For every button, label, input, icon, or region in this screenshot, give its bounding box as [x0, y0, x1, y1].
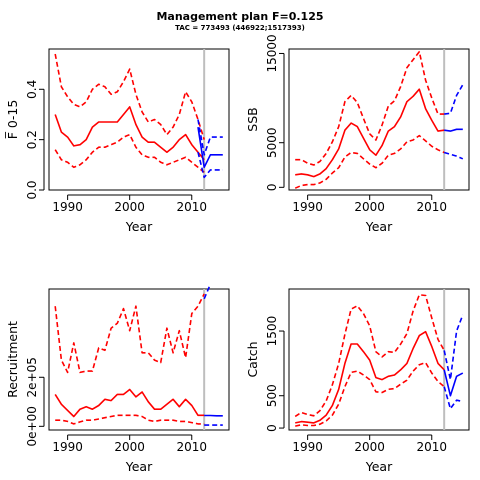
y-axis-title: SSB	[245, 107, 260, 131]
y-tick-label: 0	[265, 184, 279, 192]
x-tick-label: 1990	[52, 440, 83, 454]
series-projection-line	[444, 128, 463, 132]
y-tick-label: 0.4	[25, 80, 39, 99]
series-projection-upper-line	[444, 84, 464, 115]
x-axis-title: Year	[125, 219, 153, 234]
chart-panels: 1990 2000 2010 Year 0.0 0.2 0.4 F̅ 0-15 1990 2000…	[5, 34, 470, 474]
x-tick-label: 2010	[416, 440, 447, 454]
x-tick-label: 2000	[114, 440, 145, 454]
series-projection-upper-line	[203, 283, 212, 300]
y-tick-label: 0.2	[25, 130, 39, 149]
x-tick-label: 1990	[292, 440, 323, 454]
plot-frame	[48, 288, 230, 431]
panel-bottom-left: 1990 2000 2010 Year 0e+00 2e+05 Recruitment	[5, 283, 230, 474]
series-estimate-line	[295, 88, 445, 178]
series-lower-line	[294, 134, 445, 189]
y-tick-label: 15000	[265, 34, 279, 72]
series-projection-lower-line	[197, 152, 223, 179]
x-tick-label: 2010	[416, 200, 447, 214]
series-lower-line	[295, 361, 445, 427]
series-projection-lower-line	[443, 386, 463, 410]
series-projection-lower-line	[443, 151, 464, 160]
figure-title: Management plan F=0.125	[156, 10, 323, 23]
plot-frame	[288, 288, 470, 431]
x-axis-title: Year	[125, 459, 153, 474]
y-tick-label: 0	[265, 424, 279, 432]
series-upper-line	[295, 50, 445, 166]
x-tick-label: 2000	[354, 440, 385, 454]
x-tick-label: 1990	[52, 200, 83, 214]
figure-subtitle: TAC = 773493 (446922;1517393)	[175, 24, 305, 32]
y-tick-label: 0.0	[25, 180, 39, 199]
x-tick-label: 2010	[176, 200, 207, 214]
panel-bottom-right: 1990 2000 2010 Year 0 500 1500 Catch	[245, 288, 470, 474]
x-tick-label: 2010	[176, 440, 207, 454]
y-tick-label: 5000	[265, 127, 279, 158]
y-tick-label: 0e+00	[25, 406, 39, 446]
plot-frame	[48, 48, 230, 191]
series-upper-line	[54, 293, 205, 374]
series-estimate-line	[54, 388, 205, 418]
series-estimate-line	[54, 106, 205, 161]
series-projection-line	[197, 126, 223, 169]
x-tick-label: 1990	[292, 200, 323, 214]
panel-top-right: 1990 2000 2010 Year 0 5000 15000 SSB	[245, 34, 470, 234]
series-lower-line	[55, 414, 205, 425]
series-projection-line	[443, 369, 464, 397]
series-projection-upper-line	[443, 314, 464, 381]
y-tick-label: 500	[265, 384, 279, 407]
y-axis-title: F̅ 0-15	[5, 100, 20, 140]
x-axis-title: Year	[365, 459, 393, 474]
y-tick-label: 2e+05	[25, 357, 39, 397]
series-estimate-line	[295, 330, 445, 424]
series-lower-line	[54, 133, 205, 174]
y-axis-title: Catch	[245, 341, 260, 377]
x-axis-title: Year	[365, 219, 393, 234]
x-tick-label: 2000	[114, 200, 145, 214]
plot-frame	[288, 48, 470, 191]
y-axis-title: Recruitment	[5, 321, 20, 398]
x-tick-label: 2000	[354, 200, 385, 214]
y-tick-label: 1500	[265, 316, 279, 347]
series-upper-line	[294, 293, 445, 418]
panel-top-left: 1990 2000 2010 Year 0.0 0.2 0.4 F̅ 0-15	[5, 48, 230, 234]
series-upper-line	[54, 53, 205, 140]
